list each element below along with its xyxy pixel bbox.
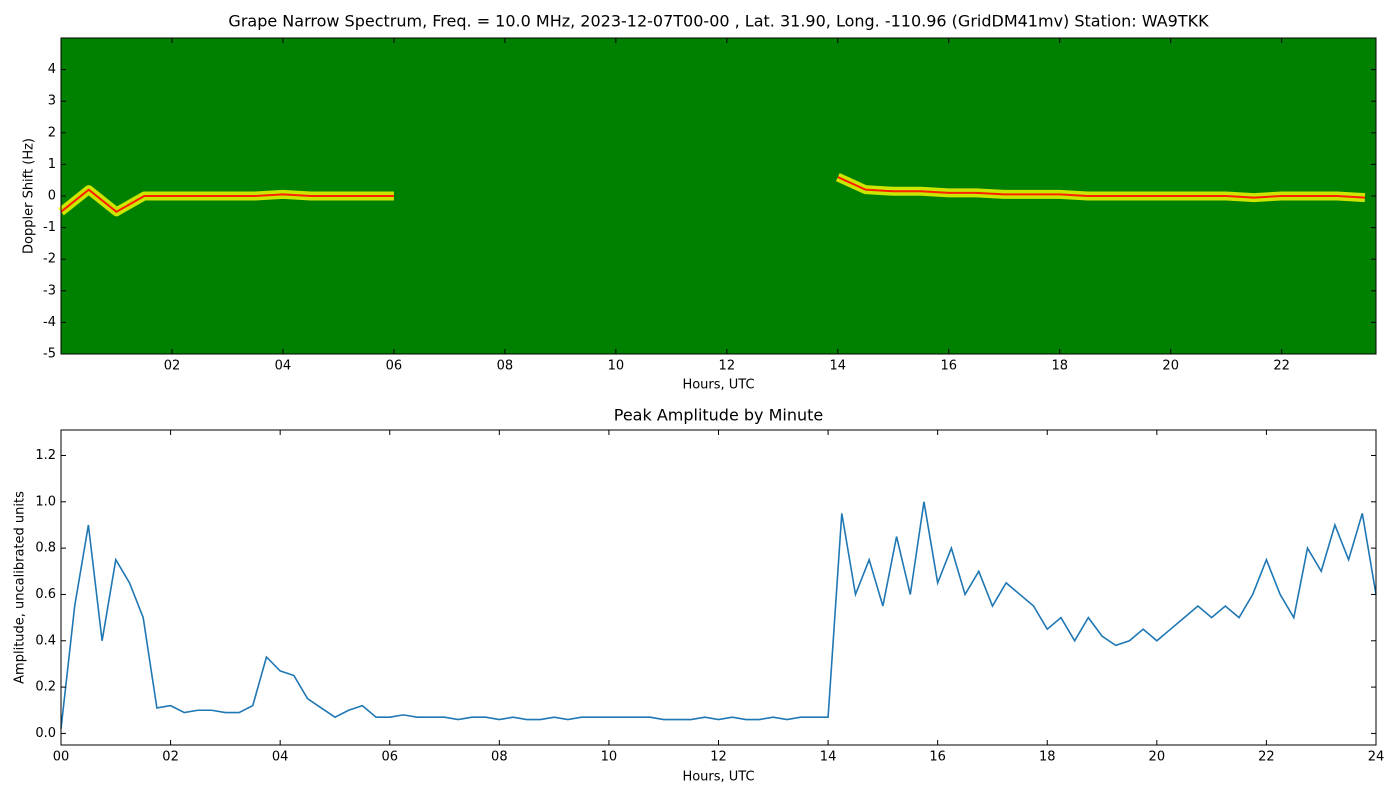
y-tick-label: -2 (43, 252, 56, 267)
x-axis-label: Hours, UTC (682, 770, 754, 785)
x-tick-label: 10 (608, 359, 625, 374)
doppler-trace-core (60, 188, 394, 213)
y-tick-label: -1 (43, 220, 56, 235)
y-tick-label: 0.0 (35, 726, 56, 741)
y-tick-label: 3 (48, 94, 56, 109)
chart-title: Peak Amplitude by Minute (614, 406, 824, 425)
x-tick-label: 18 (1039, 750, 1056, 765)
y-tick-label: 1.0 (35, 494, 56, 509)
plot-frame (60, 429, 1377, 746)
x-tick-label: 22 (1273, 359, 1290, 374)
y-tick-label: 0.4 (35, 633, 56, 648)
y-tick-label: -3 (43, 283, 56, 298)
x-tick-label: 04 (275, 359, 292, 374)
x-tick-label: 16 (940, 359, 957, 374)
x-tick-label: 06 (381, 750, 398, 765)
y-tick-label: 1.2 (35, 448, 56, 463)
x-tick-label: 20 (1149, 750, 1166, 765)
x-tick-label: 16 (929, 750, 946, 765)
x-tick-label: 06 (386, 359, 403, 374)
y-tick-label: -5 (43, 347, 56, 362)
x-tick-label: 00 (53, 750, 70, 765)
amplitude-line (60, 501, 1377, 729)
y-axis-label: Amplitude, uncalibrated units (13, 491, 28, 684)
y-tick-label: -4 (43, 315, 56, 330)
y-tick-label: 4 (48, 62, 56, 77)
x-tick-label: 12 (719, 359, 736, 374)
y-tick-label: 0.2 (35, 680, 56, 695)
x-tick-label: 14 (820, 750, 837, 765)
x-axis-label: Hours, UTC (682, 378, 754, 393)
x-tick-label: 08 (497, 359, 514, 374)
chart-title: Grape Narrow Spectrum, Freq. = 10.0 MHz,… (228, 12, 1209, 31)
x-tick-label: 24 (1368, 750, 1385, 765)
y-tick-label: 0 (48, 189, 56, 204)
y-axis-label: Doppler Shift (Hz) (22, 138, 37, 254)
x-tick-label: 10 (601, 750, 618, 765)
x-tick-label: 02 (162, 750, 179, 765)
doppler-trace-core (837, 176, 1365, 199)
y-tick-label: 2 (48, 125, 56, 140)
x-tick-label: 02 (164, 359, 181, 374)
x-tick-label: 20 (1162, 359, 1179, 374)
x-tick-label: 18 (1051, 359, 1068, 374)
y-tick-label: 0.6 (35, 587, 56, 602)
x-tick-label: 12 (710, 750, 727, 765)
y-tick-label: 0.8 (35, 541, 56, 556)
x-tick-label: 04 (272, 750, 289, 765)
x-tick-label: 14 (830, 359, 847, 374)
y-tick-label: 1 (48, 157, 56, 172)
x-tick-label: 08 (491, 750, 508, 765)
x-tick-label: 22 (1258, 750, 1275, 765)
